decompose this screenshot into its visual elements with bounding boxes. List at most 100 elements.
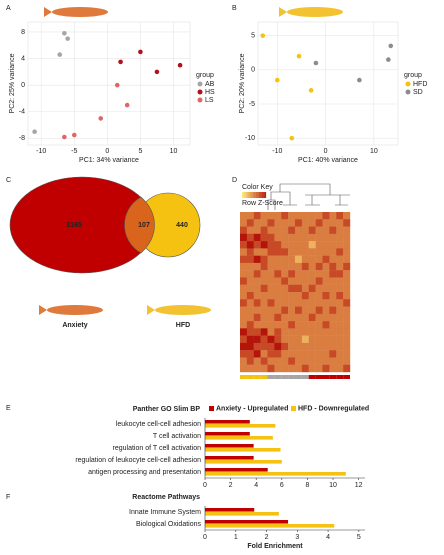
point: [114, 82, 120, 88]
heat-cell: [336, 299, 344, 307]
heat-cell: [295, 226, 303, 235]
point: [57, 52, 63, 57]
column-group-bar: [329, 375, 337, 379]
heat-cell: [295, 357, 303, 365]
heat-cell: [288, 212, 296, 220]
heat-cell: [288, 357, 296, 365]
legend-label: HS: [205, 89, 215, 96]
heat-cell: [329, 328, 337, 336]
heat-cell: [274, 284, 282, 293]
heat-cell: [274, 350, 282, 358]
x-tick-label: 2: [229, 482, 233, 489]
heat-cell: [274, 335, 282, 344]
heat-cell: [315, 292, 323, 300]
bar: [205, 520, 289, 524]
heat-cell: [329, 299, 337, 307]
key-gradient: [248, 192, 250, 198]
heat-cell: [343, 219, 351, 227]
y-axis-label: PC2: 25% variance: [9, 53, 16, 113]
heat-cell: [301, 277, 309, 285]
key-gradient: [257, 192, 259, 198]
legend-swatch: [291, 406, 296, 411]
heat-cell: [267, 233, 275, 242]
heat-cell: [246, 364, 254, 373]
x-tick-label: 6: [280, 482, 284, 489]
heat-cell: [246, 212, 254, 220]
heat-cell: [336, 233, 344, 242]
x-tick-label: 2: [265, 534, 269, 541]
heat-cell: [260, 313, 268, 322]
heat-cell: [288, 313, 296, 322]
heat-cell: [301, 255, 309, 264]
chart-title: Panther GO Slim BP: [133, 406, 201, 413]
heat-cell: [267, 335, 275, 344]
heat-cell: [267, 255, 275, 264]
heat-cell: [308, 342, 316, 351]
heat-cell: [260, 233, 268, 242]
heat-cell: [329, 350, 337, 358]
heat-cell: [288, 284, 296, 293]
heat-cell: [246, 321, 254, 329]
heat-cell: [274, 277, 282, 285]
heat-cell: [288, 306, 296, 315]
heat-cell: [322, 262, 330, 271]
bar: [205, 424, 276, 428]
heat-cell: [336, 277, 344, 285]
heat-cell: [329, 219, 337, 227]
heat-cell: [295, 248, 303, 256]
heat-cell: [246, 219, 254, 227]
category-label: regulation of leukocyte cell-cell adhesi…: [75, 457, 201, 464]
heat-cell: [288, 364, 296, 373]
column-group-bar: [260, 375, 268, 379]
venn-overlap: [124, 196, 155, 254]
heat-cell: [295, 284, 303, 293]
x-tick-label: -10: [272, 148, 282, 155]
heat-cell: [315, 357, 323, 365]
key-gradient: [258, 192, 261, 198]
heat-cell: [240, 277, 248, 285]
heat-cell: [301, 248, 309, 256]
heat-cell: [308, 262, 316, 271]
heat-cell: [322, 241, 330, 249]
point: [71, 132, 77, 138]
heat-cell: [246, 270, 254, 278]
heat-cell: [253, 306, 261, 315]
heat-cell: [274, 342, 282, 351]
heat-cell: [343, 277, 351, 285]
heat-cell: [308, 357, 316, 365]
column-group-bar: [315, 375, 323, 379]
x-tick-label: 4: [254, 482, 258, 489]
heat-cell: [281, 226, 289, 235]
heat-cell: [288, 299, 296, 307]
heat-cell: [260, 262, 268, 271]
x-tick-label: 10: [329, 482, 337, 489]
heat-cell: [240, 306, 248, 315]
heat-cell: [301, 299, 309, 307]
bar: [205, 436, 273, 440]
heat-cell: [308, 277, 316, 285]
heat-cell: [267, 306, 275, 315]
legend-label: Anxiety - Upregulated: [216, 405, 288, 412]
heat-cell: [281, 277, 289, 285]
heat-cell: [301, 328, 309, 336]
heat-cell: [308, 306, 316, 315]
heat-cell: [240, 321, 248, 329]
heat-cell: [246, 357, 254, 365]
heat-cell: [260, 335, 268, 344]
heat-cell: [253, 292, 261, 300]
heat-cell: [288, 248, 296, 256]
heat-cell: [267, 262, 275, 271]
point: [388, 43, 394, 49]
legend-swatch: [209, 406, 214, 411]
key-gradient: [252, 192, 255, 198]
heat-cell: [281, 241, 289, 249]
heat-cell: [315, 248, 323, 256]
heat-cell: [301, 335, 309, 344]
point: [386, 57, 391, 62]
heat-cell: [301, 350, 309, 358]
heat-cell: [301, 212, 309, 220]
bar: [205, 468, 268, 472]
heat-cell: [260, 248, 268, 256]
heat-cell: [281, 299, 289, 307]
heat-cell: [329, 306, 337, 315]
